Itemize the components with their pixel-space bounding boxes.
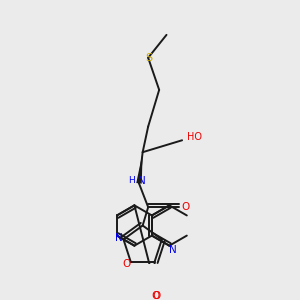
Text: H: H	[128, 176, 135, 185]
Text: HO: HO	[188, 132, 202, 142]
Polygon shape	[136, 152, 143, 184]
Text: N: N	[115, 232, 123, 243]
Text: N: N	[169, 245, 177, 255]
Text: O: O	[182, 202, 190, 212]
Text: O: O	[122, 259, 130, 269]
Text: N: N	[138, 176, 146, 186]
Text: O: O	[151, 291, 160, 300]
Text: S: S	[146, 53, 153, 63]
Text: O: O	[152, 291, 160, 300]
